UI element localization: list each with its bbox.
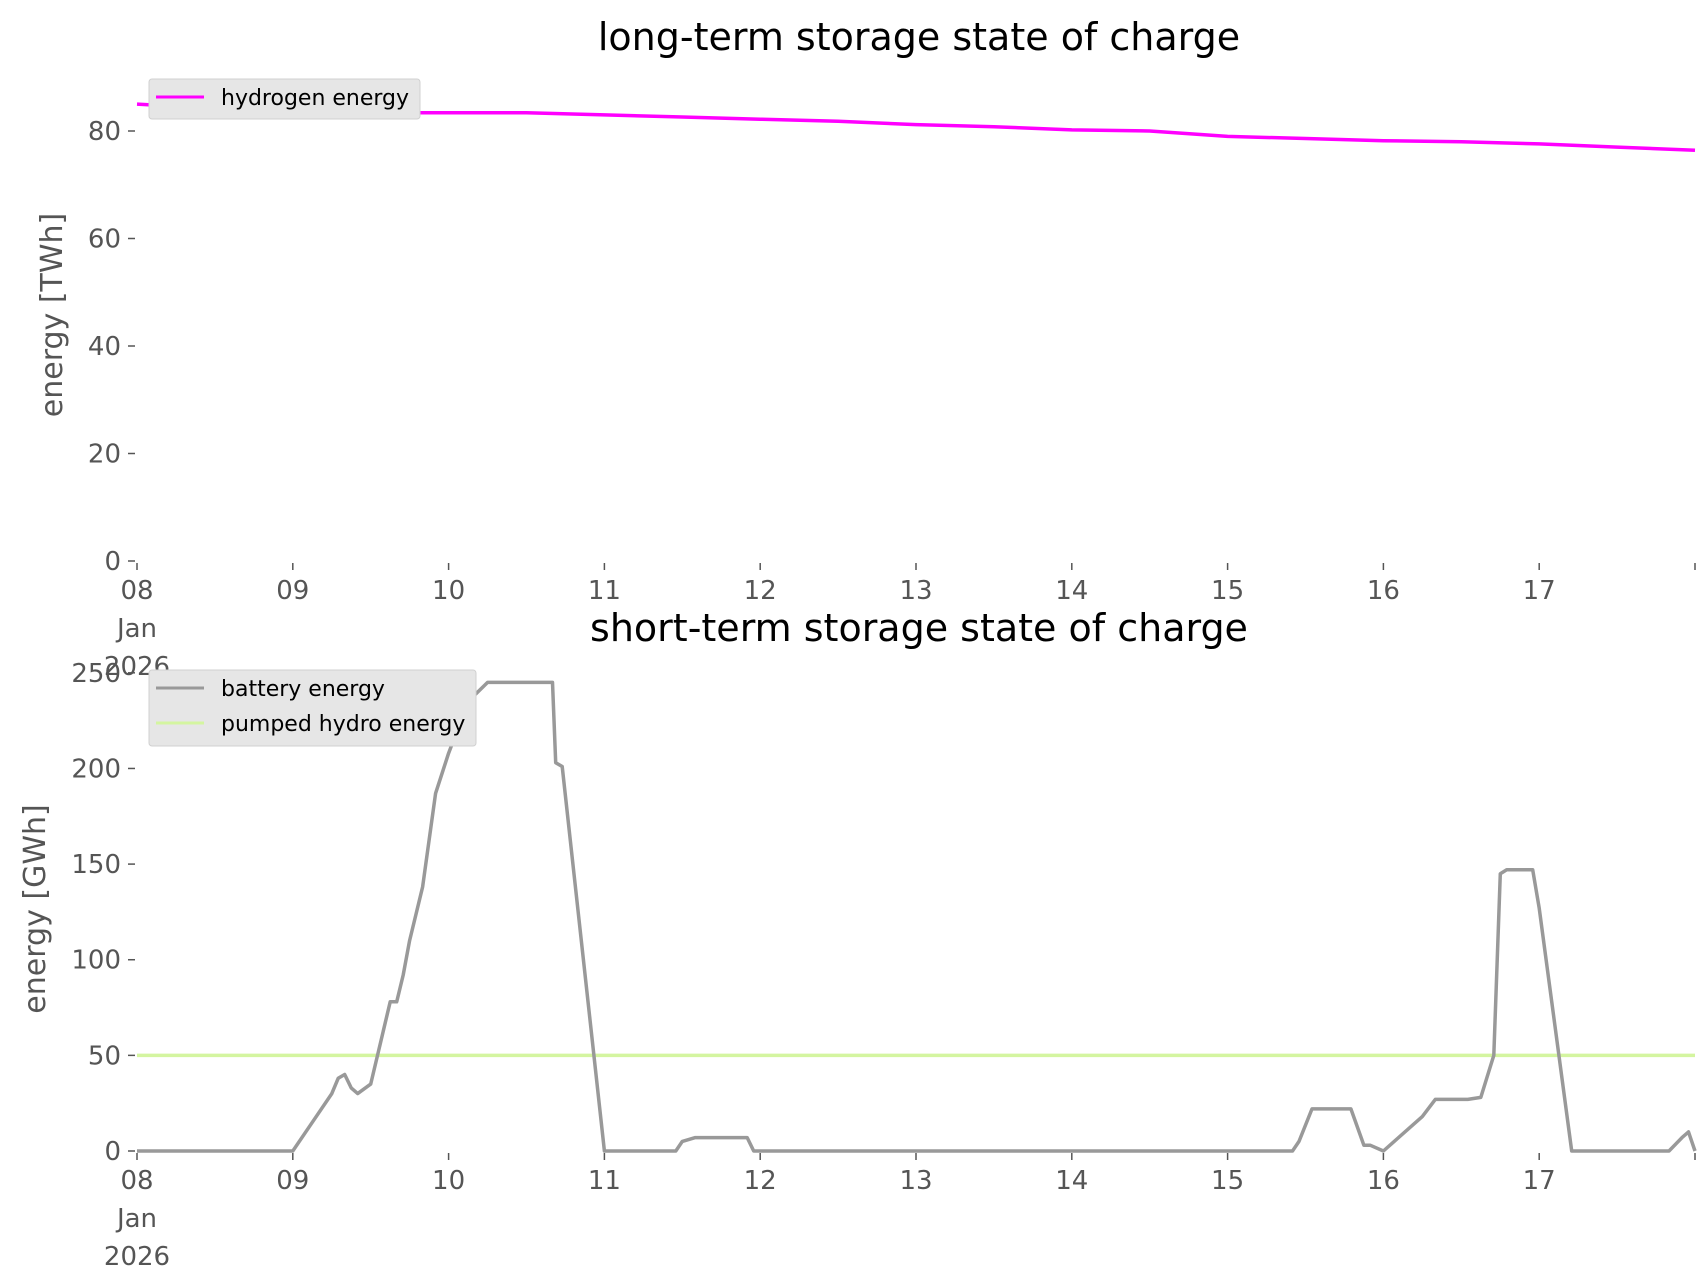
- x-tick-label: 16: [1367, 1166, 1400, 1196]
- x-tick-label: 13: [899, 576, 932, 606]
- x-tick-label: 12: [744, 1166, 777, 1196]
- chart-title-long-term: long-term storage state of charge: [598, 15, 1240, 59]
- legend-label-battery: battery energy: [221, 677, 385, 702]
- x-tick-label: 12: [744, 576, 777, 606]
- y-tick-label: 50: [88, 1041, 121, 1071]
- y-tick-label: 150: [71, 850, 121, 880]
- short-term-storage-panel: short-term storage state of charge energ…: [18, 606, 1697, 1272]
- y-tick-label: 0: [104, 547, 121, 577]
- y-tick-label: 40: [88, 332, 121, 362]
- x-tick-label: 17: [1523, 1166, 1556, 1196]
- x-tick-label: 14: [1055, 1166, 1088, 1196]
- y-tick-label: 60: [88, 225, 121, 255]
- x-tick-label: 17: [1523, 576, 1556, 606]
- x-tick-label: 15: [1211, 576, 1244, 606]
- y-tick-label: 20: [88, 440, 121, 470]
- legend-box: [148, 669, 477, 747]
- y-tick-label: 100: [71, 946, 121, 976]
- legend-short-term[interactable]: battery energy pumped hydro energy: [148, 669, 477, 747]
- series-lines-short-term: [137, 680, 1697, 1153]
- y-axis-ticks-long-term: 0 20 40 60 80: [88, 117, 135, 577]
- y-tick-label: 200: [71, 754, 121, 784]
- series-line-battery-energy: [137, 680, 1697, 1153]
- x-axis-ticks-short-term: 08 Jan 2026 09 10 11 12 13 14 15 16 17: [104, 1153, 1696, 1272]
- x-tick-label: 10: [432, 576, 465, 606]
- legend-label-pumped-hydro: pumped hydro energy: [221, 712, 465, 737]
- x-tick-label: 13: [899, 1166, 932, 1196]
- x-tick-label: 15: [1211, 1166, 1244, 1196]
- legend-box: [148, 78, 421, 120]
- x-tick-label: 11: [588, 576, 621, 606]
- legend-long-term[interactable]: hydrogen energy: [148, 78, 421, 120]
- y-tick-label: 250: [71, 659, 121, 689]
- y-axis-label-short-term: energy [GWh]: [18, 804, 53, 1013]
- y-tick-label: 80: [88, 117, 121, 147]
- long-term-storage-panel: long-term storage state of charge energy…: [35, 15, 1696, 682]
- x-tick-label: 16: [1367, 576, 1400, 606]
- x-tick-label: 14: [1055, 576, 1088, 606]
- x-tick-label: 10: [432, 1166, 465, 1196]
- chart-title-short-term: short-term storage state of charge: [590, 606, 1248, 650]
- x-tick-label: 09: [276, 576, 309, 606]
- y-tick-label: 0: [104, 1137, 121, 1167]
- x-tick-label: 08 Jan 2026: [104, 1166, 170, 1272]
- x-tick-label: 09: [276, 1166, 309, 1196]
- y-axis-ticks-short-term: 0 50 100 150 200 250: [71, 659, 135, 1167]
- legend-label-hydrogen: hydrogen energy: [221, 86, 409, 111]
- y-axis-label-long-term: energy [TWh]: [35, 213, 70, 417]
- x-tick-label: 11: [588, 1166, 621, 1196]
